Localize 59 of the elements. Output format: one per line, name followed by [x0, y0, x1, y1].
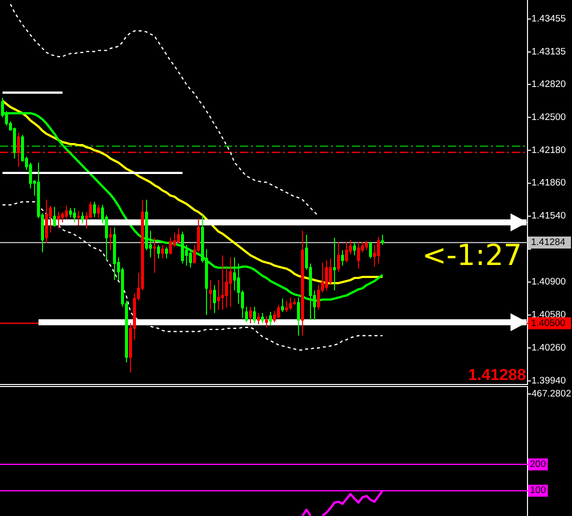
y-tick-label: 1.40260: [532, 342, 566, 354]
annotation: <-1:27: [422, 238, 522, 272]
candlestick: [165, 246, 168, 259]
candlestick: [381, 234, 384, 246]
candlestick: [277, 304, 280, 319]
candlestick: [177, 228, 180, 244]
candlestick: [45, 199, 48, 244]
candlestick: [209, 280, 212, 310]
candlestick: [77, 210, 80, 226]
annotation: 1.41288: [468, 367, 526, 384]
candlestick: [221, 254, 224, 310]
line-series: [10, 4, 320, 217]
y-tick-label: 1.39940: [532, 375, 566, 386]
candlestick: [253, 306, 256, 324]
y-tick-label: 1.41540: [532, 210, 566, 222]
candlestick: [153, 237, 156, 274]
candlestick: [369, 241, 372, 259]
candlestick: [213, 284, 216, 314]
candlestick: [289, 297, 292, 310]
candlestick: [161, 244, 164, 259]
y-tick-label: 1.41860: [532, 178, 566, 189]
candlestick: [245, 306, 248, 323]
candlestick: [181, 231, 184, 264]
y-tick-label: 1.42500: [532, 112, 566, 123]
candlestick: [261, 312, 264, 324]
candlestick: [337, 241, 340, 272]
y-tick-label: 467.2802: [532, 388, 572, 400]
candlestick: [301, 230, 304, 336]
ref-line-label: 1.41284: [531, 237, 566, 248]
candlestick: [109, 227, 112, 251]
candlestick: [325, 260, 328, 291]
candlestick: [341, 250, 344, 266]
candlestick: [333, 237, 336, 291]
candlestick: [93, 201, 96, 218]
candlestick: [249, 306, 252, 324]
candlestick: [57, 212, 60, 230]
candlestick: [97, 204, 100, 219]
y-tick-label: 1.43455: [532, 14, 566, 25]
candlestick: [353, 241, 356, 256]
candlestick: [157, 244, 160, 259]
y-tick-label: 1.43135: [532, 46, 566, 58]
candlestick: [81, 212, 84, 224]
candlestick: [285, 300, 288, 312]
candlestick: [345, 241, 348, 264]
y-tick-label: 1.42820: [532, 78, 566, 90]
candlestick: [281, 298, 284, 312]
y-tick-label: 1.40900: [532, 276, 566, 288]
candlestick: [229, 256, 232, 308]
candlestick: [257, 312, 260, 325]
candlestick: [53, 206, 56, 227]
candlestick: [357, 241, 360, 270]
y-tick-label: 1.42180: [532, 144, 566, 156]
candlestick: [377, 236, 380, 264]
candlestick: [113, 227, 116, 281]
candlestick: [65, 205, 68, 219]
candlestick: [269, 311, 272, 326]
candlestick: [265, 316, 268, 328]
candlestick: [73, 207, 76, 223]
candlestick: [365, 240, 368, 251]
